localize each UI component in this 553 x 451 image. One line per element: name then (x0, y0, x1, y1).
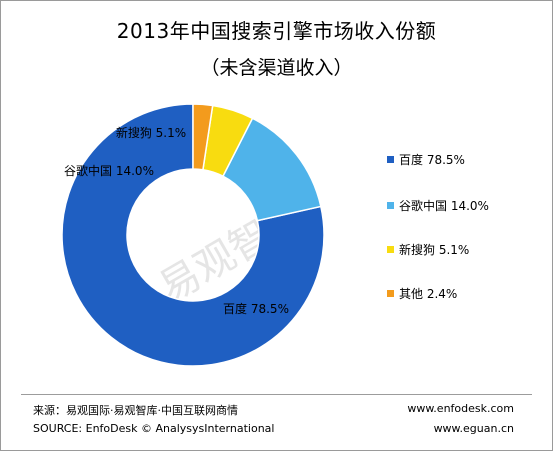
chart-subtitle: （未含渠道收入） (200, 57, 353, 79)
legend-swatch-2 (387, 246, 394, 253)
legend-swatch-0 (387, 156, 394, 163)
legend-label-0: 百度 78.5% (399, 152, 465, 167)
footer-divider (21, 394, 532, 395)
legend: 百度 78.5% 谷歌中国 14.0% 新搜狗 5.1% 其他 2.4% (387, 152, 489, 301)
source-en: SOURCE: EnfoDesk © AnalysysInternational (33, 422, 275, 435)
legend-label-3: 其他 2.4% (399, 287, 457, 301)
slice-1 (221, 117, 322, 222)
slice-0 (61, 103, 325, 367)
legend-swatch-1 (387, 202, 394, 209)
legend-label-2: 新搜狗 5.1% (399, 242, 469, 257)
legend-label-1: 谷歌中国 14.0% (399, 198, 489, 213)
slice-label-0: 百度 78.5% (223, 301, 289, 316)
slice-labels: 百度 78.5% 谷歌中国 14.0% 新搜狗 5.1% (64, 125, 289, 316)
legend-swatch-3 (387, 290, 394, 297)
donut-chart: 易观智库 百度 78.5%谷歌中国 14.0%新搜狗 5.1% 百度 78.5%… (61, 103, 489, 367)
chart-title: 2013年中国搜索引擎市场收入份额 (116, 19, 437, 43)
slice-2 (202, 104, 254, 178)
slice-label-1: 谷歌中国 14.0% (64, 163, 154, 178)
website-eguan[interactable]: www.eguan.cn (433, 422, 514, 435)
slice-3 (192, 103, 214, 171)
donut-slices (61, 103, 325, 367)
website-enfodesk[interactable]: www.enfodesk.com (407, 402, 514, 415)
slice-label-2: 新搜狗 5.1% (116, 125, 186, 140)
source-cn: 来源：易观国际·易观智库·中国互联网商情 (33, 404, 238, 417)
